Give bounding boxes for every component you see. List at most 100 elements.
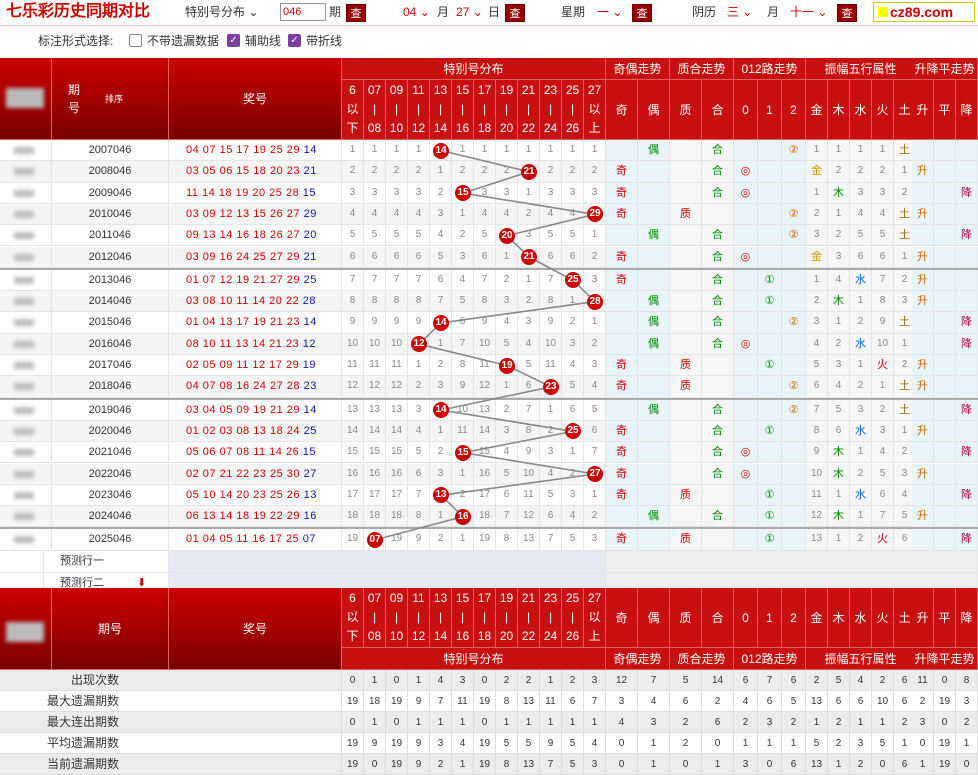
stat-value: 1 [734, 733, 758, 754]
missing-count: 7 [342, 269, 364, 292]
avatar-cell [0, 269, 52, 292]
comp-mark [702, 376, 734, 398]
stat-value: 19 [386, 691, 408, 712]
missing-count: 1 [562, 291, 584, 313]
predict-row-1-marks[interactable] [606, 550, 978, 573]
arrow-down-icon[interactable]: ⬇ [134, 576, 147, 589]
query-button-lunar[interactable]: 查 [837, 4, 857, 22]
special-col-label: 24 [543, 629, 558, 643]
sort-button[interactable]: 排序 [104, 94, 123, 104]
road-2-mark [782, 333, 806, 355]
checkbox-polyline[interactable]: ✓ [288, 34, 301, 47]
down-mark: 降 [956, 484, 978, 507]
issue-header[interactable]: 期号 排序 [52, 58, 169, 140]
prize-number: 07 [219, 446, 237, 459]
checkbox-aux-line[interactable]: ✓ [227, 34, 240, 47]
missing-count: 18 [386, 506, 408, 528]
missing-count: 5 [364, 225, 386, 247]
missing-count: 10 [342, 333, 364, 355]
missing-count: 15 [364, 442, 386, 464]
special-col-label: 19 [499, 83, 514, 97]
chevron-down-icon: ⌄ [817, 5, 828, 19]
stat-value: 3 [606, 691, 638, 712]
prize-number: 23 [253, 488, 270, 501]
predict-row-1-input[interactable] [169, 550, 606, 573]
wuxing-cell: 2 [850, 312, 872, 334]
missing-count: 5 [584, 399, 606, 421]
query-button-issue[interactable]: 查 [346, 4, 366, 22]
flat-mark [934, 312, 956, 334]
odd-mark: 奇 [606, 420, 638, 443]
special-header: 特别号分布 [342, 58, 606, 80]
comp-mark: 合 [702, 269, 734, 292]
stat-value: 4 [638, 691, 670, 712]
stat-value: 6 [562, 691, 584, 712]
special-col-label: | [570, 610, 575, 624]
missing-count: 5 [562, 376, 584, 398]
query-button-week[interactable]: 查 [632, 4, 652, 22]
lunar-day-select[interactable]: 十一 ⌄ [790, 5, 828, 19]
prize-number: 26 [269, 229, 287, 242]
up-mark: 升 [912, 291, 934, 313]
checkbox-no-missing[interactable] [129, 34, 142, 47]
wuxing-cell: 3 [850, 399, 872, 421]
special-col-label: | [394, 610, 399, 624]
special-col-label: | [504, 102, 509, 116]
special-ball: 23 [543, 378, 559, 395]
missing-count: 4 [562, 203, 584, 226]
stat-value: 9 [364, 733, 386, 754]
stat-value: 3 [912, 712, 934, 733]
wuxing-cell: 13 [806, 529, 828, 551]
prize-number: 13 [236, 207, 254, 220]
issue-number: 2016046 [52, 333, 169, 355]
stat-value: 5 [496, 733, 518, 754]
special-col-label: 10 [389, 121, 404, 135]
odd-mark: 奇 [606, 161, 638, 183]
week-select[interactable]: 一 ⌄ [597, 5, 623, 19]
missing-count: 10 [540, 333, 562, 355]
prize-number: 23 [286, 316, 304, 329]
stat-value: 13 [806, 754, 828, 775]
stat-label: 平均遗漏期数 [0, 733, 342, 754]
missing-count: 7 [386, 269, 408, 292]
flat-mark [934, 246, 956, 268]
missing-count: 18 [364, 506, 386, 528]
issue-number: 2015046 [52, 312, 169, 334]
missing-count: 3 [540, 442, 562, 464]
missing-count: 1 [562, 442, 584, 464]
wuxing-cell: 2 [828, 333, 850, 355]
col-header-down: 降 [956, 588, 978, 648]
special-col-label: 17 [477, 83, 492, 97]
prize-number: 02 [202, 424, 220, 437]
stat-value: 2 [734, 712, 758, 733]
wuxing-cell: 6 [806, 376, 828, 398]
stat-value: 1 [956, 733, 978, 754]
special-col-label: 27 [587, 83, 602, 97]
mode-select[interactable]: 特别号分布 ⌄ [185, 5, 259, 19]
query-button-date[interactable]: 查 [505, 4, 525, 22]
predict-row-1[interactable]: 预测行一 [44, 550, 169, 573]
wuxing-cell: 3 [828, 246, 850, 268]
prize-number: 01 [186, 316, 203, 329]
option-label: 标注形式选择: [38, 34, 114, 48]
day-select[interactable]: 27 ⌄ [456, 5, 483, 19]
missing-count: 2 [430, 182, 452, 204]
missing-count: 3 [408, 182, 430, 204]
avatar-cell [0, 140, 52, 162]
even-mark: 偶 [638, 291, 670, 313]
special-col-label: 12 [411, 121, 426, 135]
prize-number: 19 [253, 144, 270, 156]
wuxing-cell: 5 [828, 399, 850, 421]
site-logo[interactable]: cz89.com [873, 2, 975, 22]
special-col-header: 15 | 16 [452, 588, 474, 648]
wuxing-cell: 2 [850, 161, 872, 183]
special-col-label: 14 [433, 121, 448, 135]
prize-number: 20 [236, 488, 254, 501]
month-select[interactable]: 04 ⌄ [403, 5, 430, 19]
lunar-month-select[interactable]: 三 ⌄ [727, 5, 753, 19]
prize-number: 13 [202, 229, 220, 242]
flat-mark [934, 269, 956, 292]
prize-number: 29 [286, 250, 304, 263]
col-header-odd: 奇 [606, 80, 638, 140]
issue-input[interactable] [280, 3, 326, 21]
